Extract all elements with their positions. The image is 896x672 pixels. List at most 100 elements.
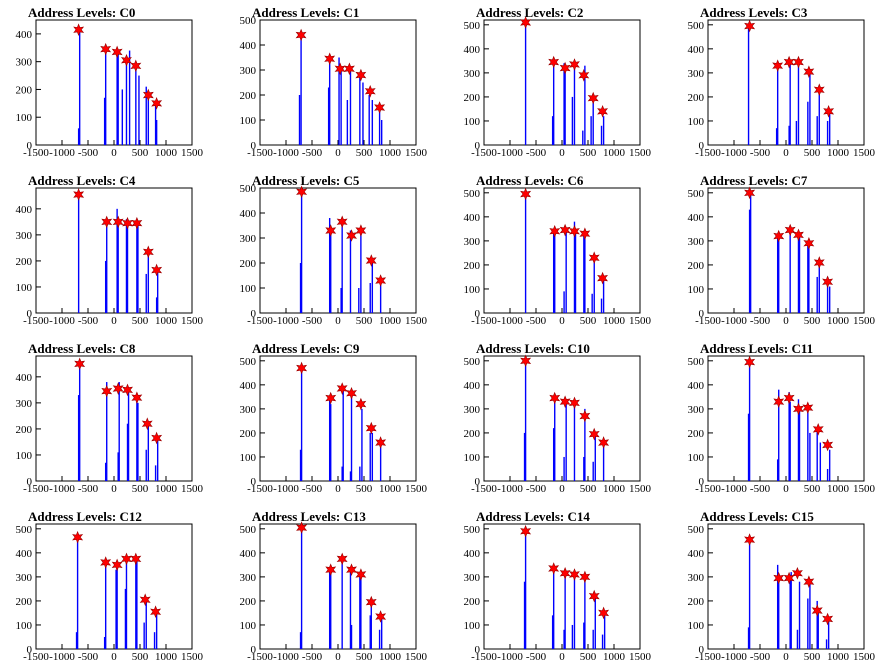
y-tick-label: 200 (464, 596, 481, 608)
chart-title: Address Levels: C4 (28, 173, 136, 188)
chart-panel: 0 100 200 300 400 500 -1500 -1000 -500 0 500 1000 15… (448, 0, 672, 168)
y-tick-label: 0 (251, 308, 257, 320)
x-tick-label: -500 (750, 483, 771, 495)
peak-marker (74, 357, 86, 371)
peak-marker (579, 227, 591, 241)
y-tick-label: 0 (27, 644, 33, 656)
y-tick-label: 200 (688, 428, 705, 440)
x-tick-label: -500 (750, 147, 771, 159)
x-tick-label: -500 (302, 147, 323, 159)
peak-marker (568, 568, 580, 581)
x-tick-label: -1500 (247, 315, 273, 327)
peak-marker (151, 431, 163, 445)
x-tick-label: 500 (356, 147, 373, 159)
y-tick-label: 400 (464, 380, 481, 392)
x-tick-label: -1500 (471, 147, 497, 159)
x-tick-label: 0 (559, 651, 565, 663)
chart-svg: 0 100 200 300 400 500 -1500 -1000 -500 0 500 1000 15… (688, 19, 876, 159)
y-tick-label: 500 (688, 524, 705, 536)
x-tick-label: 1000 (603, 147, 626, 159)
peak-marker (365, 595, 377, 609)
peak-marker (773, 395, 785, 409)
x-tick-label: 0 (335, 147, 341, 159)
plot-frame (707, 355, 865, 482)
x-tick-label: 1500 (853, 315, 876, 327)
y-tick-label: 300 (16, 398, 33, 410)
peak-marker (296, 521, 308, 534)
y-tick-label: 400 (16, 204, 33, 216)
x-tick-label: -500 (526, 483, 547, 495)
x-tick-label: 1000 (827, 483, 850, 495)
peak-marker (813, 83, 825, 96)
x-tick-label: -1000 (497, 315, 523, 327)
peak-marker (588, 427, 600, 441)
peak-marker (520, 354, 532, 368)
x-tick-label: 1500 (181, 651, 204, 663)
x-tick-label: 1500 (853, 483, 876, 495)
peak-marker (559, 223, 571, 237)
peak-marker (803, 237, 815, 250)
x-tick-label: 1000 (379, 483, 402, 495)
y-tick-label: 300 (16, 57, 33, 69)
peak-marker (151, 263, 163, 277)
chart-panel: 0 100 200 300 400 500 -1500 -1000 -500 0 500 1000 15… (672, 0, 896, 168)
x-tick-label: 500 (804, 483, 821, 495)
y-tick-label: 100 (16, 450, 33, 462)
x-tick-label: -1500 (23, 483, 49, 495)
plot-frame (483, 523, 641, 650)
peak-marker (813, 256, 825, 269)
peak-marker (598, 606, 610, 620)
y-tick-label: 400 (688, 548, 705, 560)
x-tick-label: -1500 (247, 651, 273, 663)
peak-marker (822, 275, 834, 289)
peak-marker (131, 391, 143, 405)
peak-marker (802, 401, 814, 415)
x-tick-label: 1000 (379, 147, 402, 159)
y-tick-label: 200 (240, 90, 257, 102)
x-tick-label: 0 (559, 147, 565, 159)
peak-marker (375, 436, 387, 449)
peak-marker (336, 552, 348, 566)
peak-marker (355, 224, 367, 237)
peak-marker (822, 612, 834, 626)
peak-marker (568, 58, 580, 71)
y-tick-label: 100 (688, 116, 705, 128)
plot-frame (35, 523, 193, 650)
plot-frame (259, 523, 417, 650)
chart-panel: 0 100 200 300 400 500 -1500 -1000 -500 0 500 1000 15… (224, 336, 448, 504)
plot-frame (483, 187, 641, 314)
y-tick-label: 100 (240, 620, 257, 632)
peak-marker (744, 355, 756, 369)
peak-marker (324, 52, 336, 66)
chart-title: Address Levels: C13 (252, 509, 366, 524)
y-tick-label: 400 (16, 548, 33, 560)
peak-marker (112, 382, 124, 395)
x-tick-label: -1000 (721, 315, 747, 327)
x-tick-label: -1000 (497, 651, 523, 663)
peak-marker (336, 382, 348, 395)
y-tick-label: 200 (464, 428, 481, 440)
y-tick-label: 100 (688, 284, 705, 296)
peak-marker (112, 215, 124, 229)
x-tick-label: 500 (580, 651, 597, 663)
chart-title: Address Levels: C0 (28, 5, 136, 20)
chart-svg: 0 100 200 300 400 500 -1500 -1000 -500 0 500 1000 15… (464, 187, 652, 327)
x-tick-label: 0 (335, 483, 341, 495)
peak-marker (374, 101, 386, 114)
peak-marker (568, 225, 580, 238)
x-tick-label: -500 (526, 147, 547, 159)
x-tick-label: -1000 (273, 483, 299, 495)
y-tick-label: 500 (688, 20, 705, 32)
y-tick-label: 400 (240, 380, 257, 392)
x-tick-label: 1000 (603, 651, 626, 663)
y-tick-label: 300 (240, 572, 257, 584)
chart-panel: 0 100 200 300 400 500 -1500 -1000 -500 0 500 1000 15… (0, 504, 224, 672)
chart-title: Address Levels: C6 (476, 173, 584, 188)
chart-svg: 0 100 200 300 400 500 -1500 -1000 -500 0 500 1000 15… (16, 523, 204, 663)
x-tick-label: 1500 (405, 315, 428, 327)
x-tick-label: 500 (804, 315, 821, 327)
y-tick-label: 200 (464, 260, 481, 272)
peak-marker (101, 384, 113, 398)
x-tick-label: -500 (302, 651, 323, 663)
x-tick-label: 1500 (405, 651, 428, 663)
